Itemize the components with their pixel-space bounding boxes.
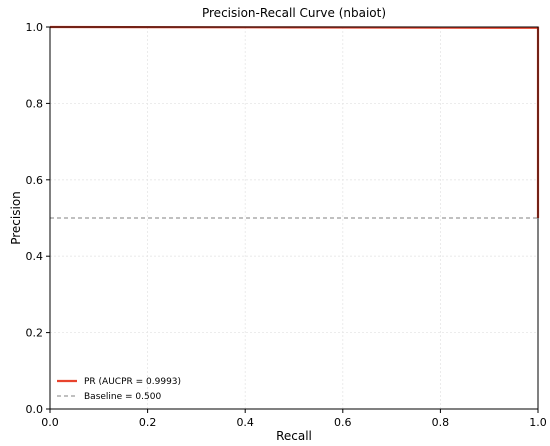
series-layer: [49, 25, 540, 219]
x-tick-label: 0.2: [139, 416, 157, 429]
x-tick-label: 0.8: [432, 416, 450, 429]
pr-curve-line: [49, 25, 540, 218]
chart-title: Precision-Recall Curve (nbaiot): [202, 6, 386, 20]
y-tick-label: 0.8: [26, 97, 44, 110]
y-tick-label: 0.6: [26, 174, 44, 187]
y-tick-label: 0.2: [26, 327, 44, 340]
x-tick-label: 0.6: [334, 416, 352, 429]
y-axis-ticks: 0.0 0.2 0.4 0.6 0.8 1.0: [26, 21, 50, 416]
y-tick-label: 0.4: [26, 250, 44, 263]
x-tick-label: 0.0: [41, 416, 59, 429]
legend-label-pr: PR (AUCPR = 0.9993): [84, 377, 181, 387]
x-axis-ticks: 0.0 0.2 0.4 0.6 0.8 1.0: [41, 409, 547, 429]
legend: PR (AUCPR = 0.9993) Baseline = 0.500: [57, 377, 181, 402]
plot-frame: [49, 26, 539, 410]
y-axis-label: Precision: [9, 191, 23, 245]
legend-label-baseline: Baseline = 0.500: [84, 392, 161, 402]
y-tick-label: 0.0: [26, 403, 44, 416]
x-tick-label: 0.4: [236, 416, 254, 429]
x-tick-label: 1.0: [529, 416, 547, 429]
y-tick-label: 1.0: [26, 21, 44, 34]
x-axis-label: Recall: [276, 429, 312, 443]
